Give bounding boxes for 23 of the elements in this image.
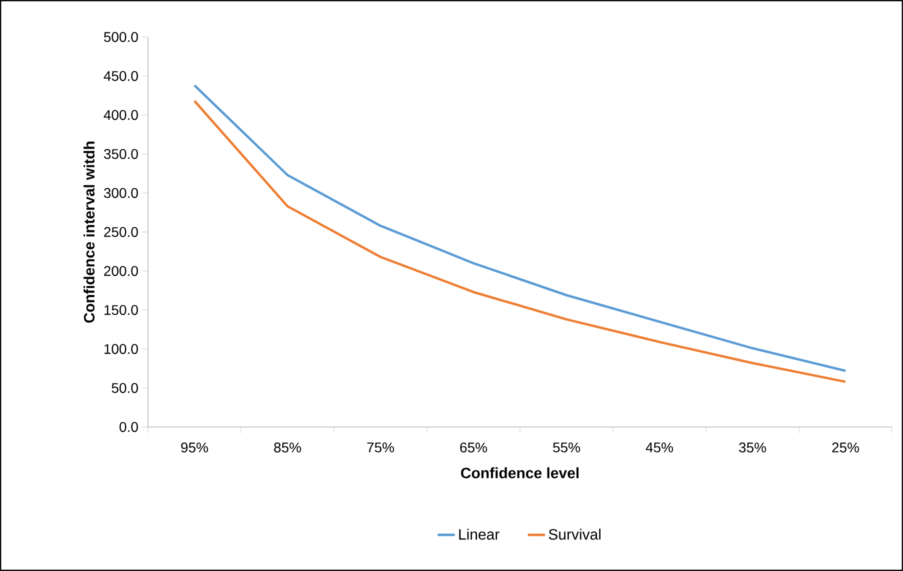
x-tick-label: 25% <box>832 442 860 452</box>
legend-label: Survival <box>548 528 600 540</box>
x-tick-label: 55% <box>553 442 580 452</box>
y-tick-label: 350.0 <box>104 149 138 159</box>
x-tick-label: 65% <box>460 442 488 452</box>
x-tick-label: 75% <box>367 442 394 452</box>
y-axis-title: Confidence interval witdh <box>84 142 95 323</box>
x-tick-label: 35% <box>739 442 766 452</box>
y-tick-label: 50.0 <box>112 383 138 393</box>
y-tick-label: 150.0 <box>104 305 138 315</box>
y-tick-label: 450.0 <box>104 71 138 81</box>
x-tick-label: 85% <box>274 442 302 452</box>
y-tick-label: 400.0 <box>104 110 138 120</box>
legend-label: Linear <box>459 528 500 540</box>
y-tick-label: 0.0 <box>120 422 138 432</box>
x-tick-label: 45% <box>646 442 674 452</box>
y-tick-label: 200.0 <box>104 266 138 276</box>
y-tick-label: 500.0 <box>104 32 138 42</box>
x-tick-label: 95% <box>181 442 208 452</box>
y-tick-label: 300.0 <box>104 188 138 198</box>
x-axis-title: Confidence level <box>461 467 579 478</box>
y-tick-label: 250.0 <box>104 227 138 237</box>
y-tick-label: 100.0 <box>104 344 138 354</box>
